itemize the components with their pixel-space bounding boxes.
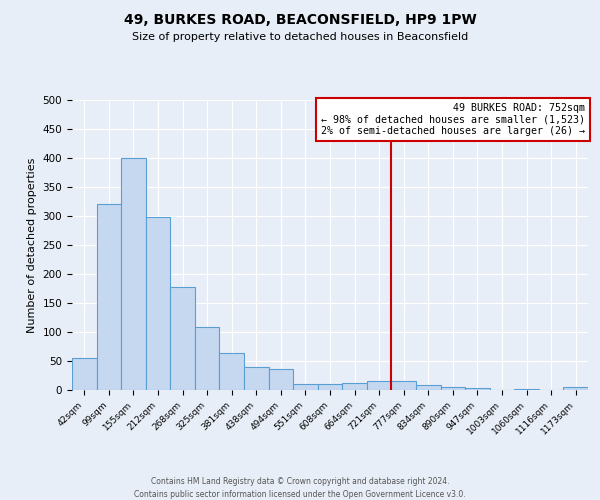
Bar (391, 382, 416, 390)
Text: 49, BURKES ROAD, BEACONSFIELD, HP9 1PW: 49, BURKES ROAD, BEACONSFIELD, HP9 1PW (124, 12, 476, 26)
Bar (146, 217, 170, 390)
Bar (195, 328, 220, 390)
Bar (220, 354, 244, 390)
Bar (563, 387, 588, 390)
Text: Contains HM Land Registry data © Crown copyright and database right 2024.: Contains HM Land Registry data © Crown c… (151, 478, 449, 486)
Bar (342, 383, 367, 390)
Bar (367, 380, 391, 390)
Bar (269, 369, 293, 390)
Bar (121, 158, 146, 390)
Y-axis label: Number of detached properties: Number of detached properties (27, 158, 37, 332)
Text: Size of property relative to detached houses in Beaconsfield: Size of property relative to detached ho… (132, 32, 468, 42)
Bar (318, 384, 342, 390)
Bar (244, 367, 269, 390)
Bar (465, 388, 490, 390)
Bar (440, 387, 465, 390)
Text: 49 BURKES ROAD: 752sqm
← 98% of detached houses are smaller (1,523)
2% of semi-d: 49 BURKES ROAD: 752sqm ← 98% of detached… (322, 103, 586, 136)
Bar (170, 287, 195, 390)
Bar (97, 204, 121, 390)
Text: Contains public sector information licensed under the Open Government Licence v3: Contains public sector information licen… (134, 490, 466, 499)
Bar (72, 358, 97, 390)
Bar (416, 386, 440, 390)
Bar (293, 384, 318, 390)
